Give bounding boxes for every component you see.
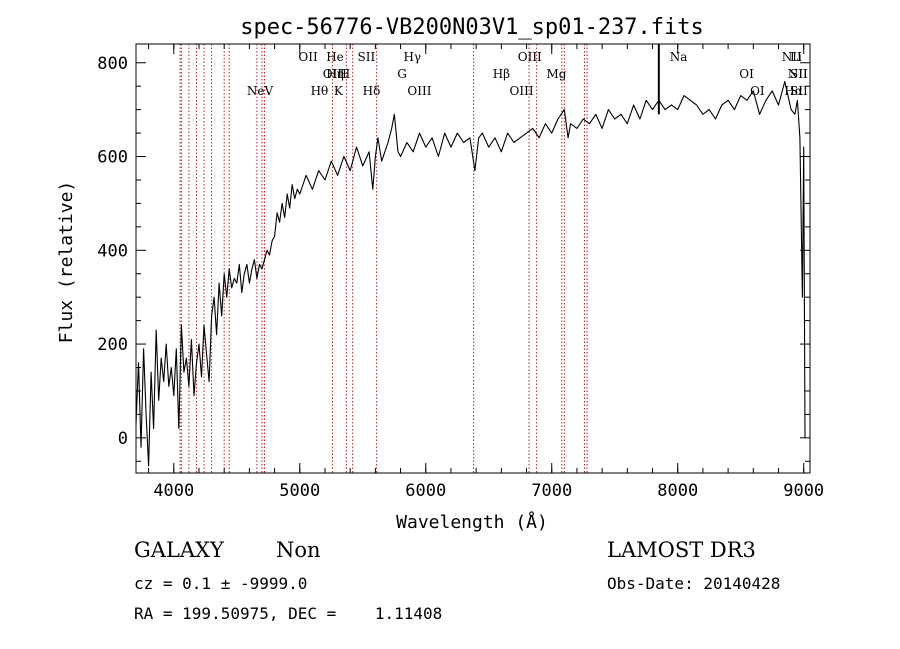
line-label-9: Hδ [363,84,381,98]
x-tick-label-6000: 6000 [405,481,446,501]
line-label-7: Hθ [311,84,329,98]
line-label-12: OIII [407,84,431,98]
y-axis-label: Flux (relative) [56,181,77,344]
line-label-10: Hγ [403,50,421,64]
line-label-3: He [326,50,344,64]
x-tick-label-4000: 4000 [153,481,194,501]
y-tick-label-400: 400 [97,241,128,261]
line-label-17: Na [670,50,688,64]
plot-frame [135,43,811,474]
y-tick-label-800: 800 [97,54,128,74]
line-label-2: OIII [323,67,347,81]
line-labels: NeVOIIOIIIHeHηHKHθSIIHδHγGOIIIOIIIHβOIII… [247,50,808,98]
survey-name: LAMOST DR3 [607,538,756,562]
redshift-line: cz = 0.1 ± -9999.0 [134,574,308,593]
line-label-14: Hβ [493,67,510,81]
line-label-15: OIII [510,84,534,98]
line-label-25: SII [790,84,808,98]
line-label-1: OII [298,50,318,64]
radec-line: RA = 199.50975, DEC = 1.11408 [134,604,443,623]
spectrum-line [135,80,806,467]
y-tick-label-600: 600 [97,148,128,168]
line-label-6: K [334,84,344,98]
line-label-5: H [340,67,350,81]
line-label-4: Hη [326,67,344,81]
line-label-19: OI [750,84,765,98]
object-subclass: Non [276,538,321,562]
y-tick-label-200: 200 [97,335,128,355]
x-tick-label-7000: 7000 [531,481,572,501]
spectrum-series [135,44,806,467]
x-tick-label-9000: 9000 [783,481,824,501]
x-tick-label-5000: 5000 [279,481,320,501]
line-label-20: NII [782,50,802,64]
line-label-21: NII [788,67,808,81]
obs-date: Obs-Date: 20140428 [607,574,781,593]
object-class: GALAXY [134,538,224,562]
y-tick-label-0: 0 [118,429,128,449]
line-label-24: SII [790,67,808,81]
x-tick-label-8000: 8000 [657,481,698,501]
line-label-16: Mg [547,67,567,81]
line-label-0: NeV [247,84,274,98]
y-axis: 0 200 400 600 800 [97,54,810,462]
line-label-22: Hα [784,84,803,98]
line-label-11: G [397,67,407,81]
chart-title: spec-56776-VB200N03V1_sp01-237.fits [240,15,704,40]
line-markers [179,44,588,473]
line-label-18: OI [739,67,754,81]
x-axis: 4000 5000 6000 7000 8000 9000 [148,44,824,501]
line-label-13: OIII [518,50,542,64]
line-label-8: SII [358,50,376,64]
x-axis-label: Wavelength (Å) [396,511,548,533]
line-label-23: Li [790,50,802,64]
